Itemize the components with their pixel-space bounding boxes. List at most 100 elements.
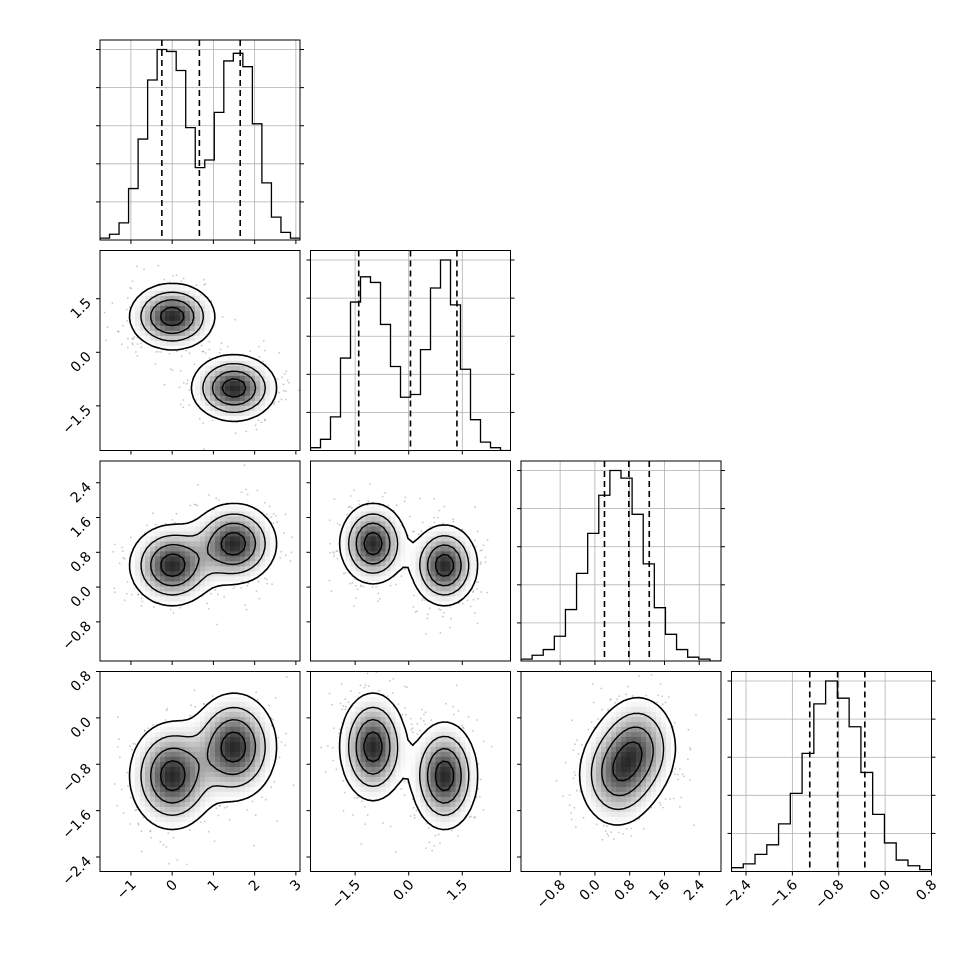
scatter-point [412, 594, 415, 597]
scatter-point [413, 530, 416, 533]
scatter-point [123, 557, 126, 560]
density-cell [270, 536, 276, 542]
density-cell [135, 581, 141, 587]
density-cell [265, 536, 271, 542]
density-cell [155, 796, 161, 802]
density-cell [250, 380, 256, 386]
scatter-point [194, 705, 197, 708]
density-cell [145, 561, 151, 567]
density-cell [380, 511, 386, 517]
density-cell [170, 310, 176, 316]
scatter-point [273, 401, 276, 404]
scatter-point [202, 278, 205, 281]
density-cell [230, 395, 236, 401]
scatter-point [404, 496, 407, 499]
density-cell [420, 541, 426, 547]
density-cell [265, 526, 271, 532]
density-cell [450, 581, 456, 587]
density-cell [195, 576, 201, 582]
density-cell [140, 536, 146, 542]
density-cell [245, 561, 251, 567]
density-cell [210, 390, 216, 396]
density-cell [395, 531, 401, 537]
density-cell [190, 335, 196, 341]
density-cell [150, 290, 156, 296]
density-cell [200, 571, 206, 577]
density-cell [470, 561, 476, 567]
density-cell [270, 380, 276, 386]
density-cell [210, 315, 216, 321]
scatter-point [200, 458, 202, 460]
scatter-point [207, 607, 210, 610]
density-cell [260, 541, 266, 547]
density-cell [195, 551, 201, 557]
scatter-point [360, 584, 363, 587]
density-cell [220, 581, 226, 587]
density-cell [235, 566, 241, 572]
density-cell [170, 526, 176, 532]
scatter-point [279, 557, 282, 559]
density-cell [225, 370, 231, 376]
scatter-point [168, 353, 171, 355]
scatter-point [354, 584, 357, 587]
density-cell [225, 546, 231, 552]
scatter-point [443, 505, 446, 508]
scatter-point [419, 497, 421, 500]
density-cell [210, 375, 216, 381]
density-cell [135, 771, 141, 777]
density-cell [365, 566, 371, 572]
density-cell [170, 581, 176, 587]
density-cell [155, 756, 161, 762]
scatter-point [438, 608, 440, 610]
density-cell [455, 546, 461, 552]
density-cell [170, 536, 176, 542]
density-cell [225, 506, 231, 512]
density-cell [170, 300, 176, 306]
scatter-point [255, 691, 258, 694]
density-cell [220, 400, 226, 406]
scatter-point [264, 349, 266, 352]
density-cell [155, 551, 161, 557]
density-cell [160, 285, 166, 291]
density-cell [355, 561, 361, 567]
density-cell [250, 506, 256, 512]
density-cell [225, 415, 231, 421]
scatter-point [240, 491, 243, 494]
scatter-point [282, 389, 285, 392]
density-cell [430, 596, 436, 602]
density-cell [190, 325, 196, 331]
density-cell [470, 566, 476, 572]
density-cell [135, 551, 141, 557]
density-cell [445, 551, 451, 557]
density-cell [135, 300, 141, 306]
scatter-point [165, 709, 168, 712]
density-cell [165, 295, 171, 301]
density-cell [145, 325, 151, 331]
density-cell [250, 370, 256, 376]
scatter-point [203, 448, 205, 450]
scatter-point [129, 286, 132, 289]
scatter-point [129, 745, 131, 748]
density-cell [435, 541, 441, 547]
scatter-point [149, 830, 152, 833]
density-cell [245, 385, 251, 391]
density-cell [220, 511, 226, 517]
density-cell [140, 300, 146, 306]
scatter-point [417, 533, 420, 536]
contour-2-0-0 [128, 502, 278, 607]
density-cell [365, 536, 371, 542]
density-cell [145, 556, 151, 562]
scatter-point [255, 590, 258, 592]
density-cell [405, 541, 411, 547]
density-cell [430, 556, 436, 562]
density-cell [185, 581, 191, 587]
scatter-point [281, 376, 283, 379]
density-cell [250, 390, 256, 396]
density-cell [145, 806, 151, 812]
scatter-point [116, 746, 119, 748]
density-cell [390, 531, 396, 537]
scatter-point [210, 592, 212, 595]
density-cell [255, 541, 261, 547]
density-cell [240, 556, 246, 562]
density-cell [380, 541, 386, 547]
